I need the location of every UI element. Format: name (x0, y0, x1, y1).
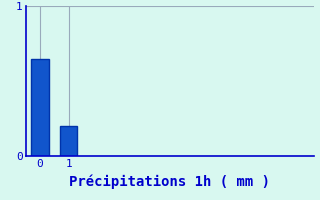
Bar (60, 126, 77, 156)
Bar (31, 58, 49, 156)
X-axis label: Précipitations 1h ( mm ): Précipitations 1h ( mm ) (69, 174, 270, 189)
